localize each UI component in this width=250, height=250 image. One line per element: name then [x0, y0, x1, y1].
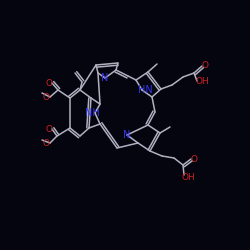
Text: O: O [46, 78, 52, 88]
Text: OH: OH [195, 78, 209, 86]
Text: O: O [190, 154, 198, 164]
Text: N: N [101, 73, 109, 83]
Text: O: O [42, 94, 50, 102]
Text: NH: NH [84, 108, 100, 118]
Text: O: O [46, 124, 52, 134]
Text: O: O [202, 62, 208, 70]
Text: O: O [42, 140, 50, 148]
Text: N: N [123, 130, 131, 140]
Text: OH: OH [181, 172, 195, 182]
Text: HN: HN [138, 85, 152, 95]
